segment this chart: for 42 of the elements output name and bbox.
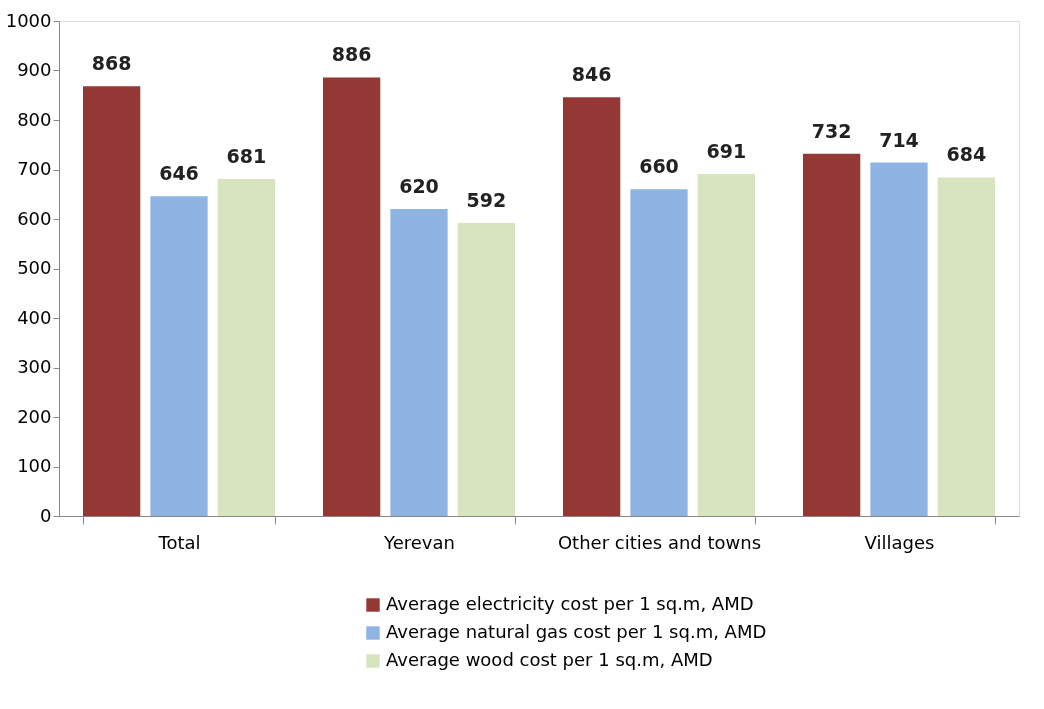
y-tick-label: 1000 (5, 9, 52, 31)
y-tick-label: 200 (17, 405, 52, 427)
bar (83, 86, 141, 516)
x-tick-label: Villages (864, 531, 935, 553)
bar (870, 162, 928, 516)
y-tick-label: 500 (17, 257, 52, 278)
bar (217, 178, 275, 516)
data-label: 691 (706, 139, 747, 162)
bar (323, 77, 381, 516)
data-label: 620 (399, 175, 439, 198)
bar (457, 222, 515, 516)
legend-label: Average natural gas cost per 1 sq.m, AMD (386, 621, 767, 642)
data-label: 732 (811, 119, 852, 142)
bar (803, 153, 861, 516)
bar (630, 189, 688, 516)
bar (563, 97, 621, 516)
data-label: 714 (879, 128, 919, 151)
y-tick-label: 900 (17, 59, 52, 80)
bar (697, 173, 755, 516)
data-label: 646 (159, 162, 199, 185)
y-tick-label: 300 (17, 356, 52, 377)
y-tick-label: 0 (40, 504, 52, 526)
y-tick-label: 700 (17, 158, 52, 179)
data-label: 660 (639, 155, 679, 178)
y-tick-label: 400 (17, 306, 52, 328)
legend-label: Average wood cost per 1 sq.m, AMD (386, 649, 713, 670)
y-tick-label: 100 (17, 455, 52, 476)
data-label: 684 (946, 143, 987, 166)
bar (937, 177, 995, 516)
y-tick-label: 600 (17, 207, 52, 229)
bar (150, 196, 208, 516)
bar (390, 209, 448, 516)
legend-label: Average electricity cost per 1 sq.m, AMD (386, 593, 754, 614)
x-tick-label: Other cities and towns (557, 531, 762, 553)
x-tick-label: Total (157, 531, 201, 553)
data-label: 681 (226, 144, 267, 167)
data-label: 886 (331, 43, 372, 66)
x-tick-label: Yerevan (383, 531, 455, 553)
data-label: 592 (466, 188, 507, 211)
data-label: 868 (91, 52, 132, 75)
y-tick-label: 800 (17, 108, 52, 130)
data-label: 846 (571, 63, 612, 86)
